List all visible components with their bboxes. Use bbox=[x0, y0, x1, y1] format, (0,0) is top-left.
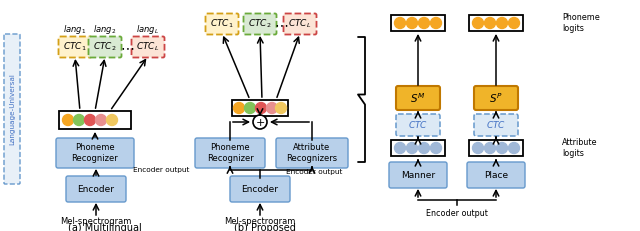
Text: $CTC_L$: $CTC_L$ bbox=[136, 41, 159, 53]
FancyBboxPatch shape bbox=[56, 138, 134, 168]
FancyBboxPatch shape bbox=[474, 86, 518, 110]
FancyBboxPatch shape bbox=[59, 111, 131, 129]
FancyBboxPatch shape bbox=[58, 36, 92, 58]
Text: $CTC_2$: $CTC_2$ bbox=[248, 18, 272, 30]
Text: Encoder output: Encoder output bbox=[286, 169, 342, 175]
Circle shape bbox=[497, 143, 508, 154]
FancyBboxPatch shape bbox=[474, 114, 518, 136]
FancyBboxPatch shape bbox=[243, 13, 276, 34]
Text: Manner: Manner bbox=[401, 170, 435, 179]
Text: $\cdots$: $\cdots$ bbox=[120, 40, 134, 54]
Circle shape bbox=[497, 18, 508, 28]
FancyBboxPatch shape bbox=[391, 15, 445, 31]
Circle shape bbox=[234, 103, 244, 113]
Text: Encoder output: Encoder output bbox=[133, 167, 189, 173]
Text: $CTC_1$: $CTC_1$ bbox=[63, 41, 87, 53]
Circle shape bbox=[255, 103, 266, 113]
Circle shape bbox=[253, 115, 267, 129]
Text: Phoneme
Recognizer: Phoneme Recognizer bbox=[72, 143, 118, 163]
FancyBboxPatch shape bbox=[284, 13, 317, 34]
FancyBboxPatch shape bbox=[232, 100, 288, 116]
Circle shape bbox=[431, 143, 442, 154]
Text: Attribute
logits: Attribute logits bbox=[562, 138, 598, 158]
Circle shape bbox=[509, 143, 520, 154]
FancyBboxPatch shape bbox=[469, 140, 523, 156]
Circle shape bbox=[484, 143, 495, 154]
Circle shape bbox=[472, 18, 483, 28]
Circle shape bbox=[74, 115, 84, 125]
Circle shape bbox=[419, 18, 429, 28]
FancyBboxPatch shape bbox=[389, 162, 447, 188]
Text: $S^P$: $S^P$ bbox=[489, 91, 503, 105]
Circle shape bbox=[406, 143, 417, 154]
Text: $CTC_2$: $CTC_2$ bbox=[93, 41, 116, 53]
FancyBboxPatch shape bbox=[205, 13, 239, 34]
Text: Phoneme
logits: Phoneme logits bbox=[562, 13, 600, 33]
Circle shape bbox=[406, 18, 417, 28]
Circle shape bbox=[95, 115, 106, 125]
Text: Place: Place bbox=[484, 170, 508, 179]
FancyBboxPatch shape bbox=[4, 34, 20, 184]
Circle shape bbox=[266, 103, 278, 113]
Text: $CTC$: $CTC$ bbox=[408, 119, 428, 131]
Circle shape bbox=[63, 115, 74, 125]
FancyBboxPatch shape bbox=[467, 162, 525, 188]
Text: $S^M$: $S^M$ bbox=[410, 91, 426, 105]
Circle shape bbox=[244, 103, 255, 113]
Text: $lang_1$: $lang_1$ bbox=[63, 22, 86, 36]
Circle shape bbox=[472, 143, 483, 154]
FancyBboxPatch shape bbox=[195, 138, 265, 168]
Text: Encoder: Encoder bbox=[77, 185, 115, 194]
Circle shape bbox=[394, 18, 406, 28]
Circle shape bbox=[84, 115, 95, 125]
Text: $lang_L$: $lang_L$ bbox=[136, 22, 159, 36]
Circle shape bbox=[419, 143, 429, 154]
FancyBboxPatch shape bbox=[131, 36, 164, 58]
Circle shape bbox=[484, 18, 495, 28]
Text: $lang_2$: $lang_2$ bbox=[93, 22, 116, 36]
FancyBboxPatch shape bbox=[396, 114, 440, 136]
Text: (a) Multilingual: (a) Multilingual bbox=[68, 223, 142, 231]
Text: $CTC_1$: $CTC_1$ bbox=[210, 18, 234, 30]
Circle shape bbox=[509, 18, 520, 28]
Text: $CTC$: $CTC$ bbox=[486, 119, 506, 131]
Circle shape bbox=[275, 103, 287, 113]
Text: Mel-spectrogram: Mel-spectrogram bbox=[60, 218, 132, 227]
Text: $CTC_L$: $CTC_L$ bbox=[289, 18, 312, 30]
FancyBboxPatch shape bbox=[88, 36, 122, 58]
Text: +: + bbox=[255, 118, 265, 128]
Text: Phoneme
Recognizer: Phoneme Recognizer bbox=[207, 143, 253, 163]
Text: (b) Proposed: (b) Proposed bbox=[234, 223, 296, 231]
Circle shape bbox=[394, 143, 406, 154]
Text: Language-Universal: Language-Universal bbox=[9, 73, 15, 145]
Text: Encoder output: Encoder output bbox=[426, 209, 488, 218]
Text: $\cdots$: $\cdots$ bbox=[274, 17, 288, 31]
FancyBboxPatch shape bbox=[391, 140, 445, 156]
FancyBboxPatch shape bbox=[469, 15, 523, 31]
FancyBboxPatch shape bbox=[276, 138, 348, 168]
Circle shape bbox=[106, 115, 118, 125]
Text: Attribute
Recognizers: Attribute Recognizers bbox=[287, 143, 337, 163]
FancyBboxPatch shape bbox=[230, 176, 290, 202]
Circle shape bbox=[431, 18, 442, 28]
Text: Encoder: Encoder bbox=[241, 185, 278, 194]
FancyBboxPatch shape bbox=[66, 176, 126, 202]
Text: Mel-spectrogram: Mel-spectrogram bbox=[224, 218, 296, 227]
FancyBboxPatch shape bbox=[396, 86, 440, 110]
